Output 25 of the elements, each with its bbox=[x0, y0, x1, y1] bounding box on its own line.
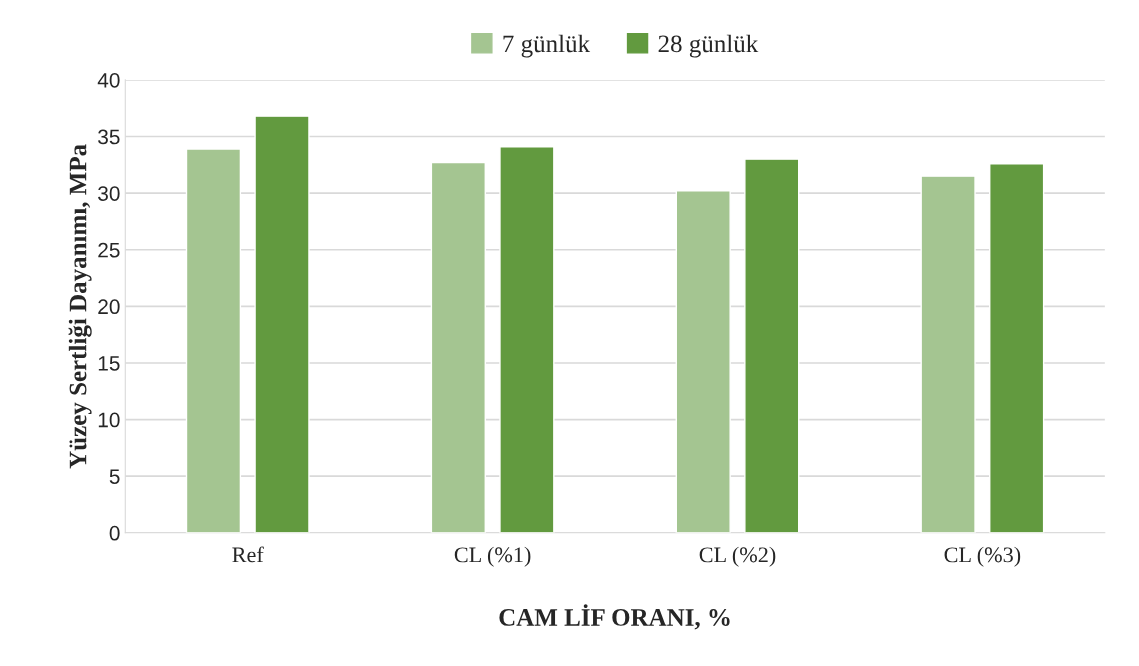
y-tick-label: 5 bbox=[109, 469, 120, 484]
y-tick-label: 40 bbox=[97, 72, 120, 88]
x-axis-title: CAM LİF ORANI, % bbox=[499, 604, 730, 630]
x-tick-label: CL (%1) bbox=[454, 546, 531, 567]
y-axis-title: Yüzey Sertliği Dayanımı, MPa bbox=[68, 144, 92, 469]
y-tick-label: 25 bbox=[98, 242, 120, 258]
bar bbox=[744, 158, 800, 533]
x-tick-label: CL (%3) bbox=[944, 546, 1021, 567]
bar bbox=[430, 161, 486, 533]
y-tick-label: 10 bbox=[98, 412, 120, 428]
bar bbox=[499, 146, 555, 533]
legend-label: 28 günlük bbox=[658, 34, 759, 58]
x-tick-label: Ref bbox=[232, 546, 264, 563]
bar bbox=[254, 115, 310, 533]
y-tick-label: 20 bbox=[98, 299, 120, 315]
x-tick-label: CL (%2) bbox=[699, 546, 776, 567]
y-tick-label: 0 bbox=[109, 525, 120, 541]
bar bbox=[989, 163, 1045, 533]
legend-label: 7 günlük bbox=[503, 34, 591, 58]
y-tick-label: 30 bbox=[98, 186, 120, 201]
bar bbox=[185, 148, 242, 533]
y-tick-label: 15 bbox=[98, 356, 120, 371]
bar bbox=[675, 190, 731, 533]
bar bbox=[920, 175, 976, 533]
y-tick-label: 35 bbox=[98, 129, 120, 145]
